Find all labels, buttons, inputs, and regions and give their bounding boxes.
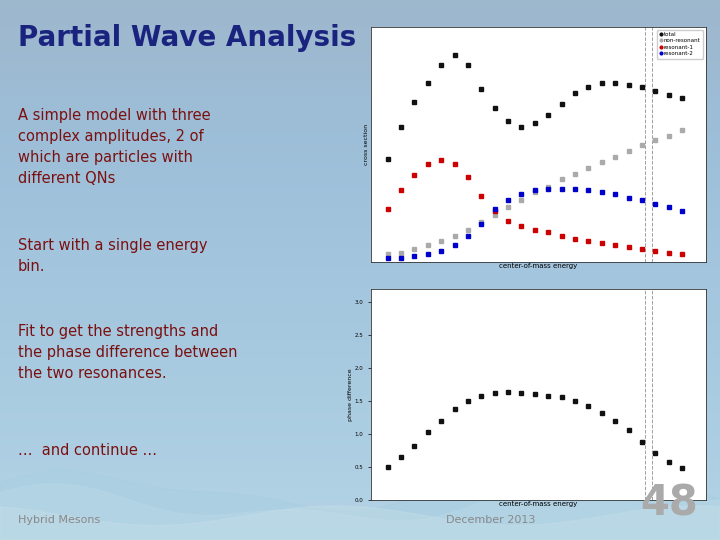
Legend: total, non-resonant, resonant-1, resonant-2: total, non-resonant, resonant-1, resonan…	[657, 30, 703, 59]
Text: December 2013: December 2013	[446, 515, 536, 525]
X-axis label: center-of-mass energy: center-of-mass energy	[499, 264, 577, 269]
Y-axis label: cross section: cross section	[364, 124, 369, 165]
Text: A simple model with three
complex amplitudes, 2 of
which are particles with
diff: A simple model with three complex amplit…	[18, 108, 211, 186]
Text: Partial Wave Analysis: Partial Wave Analysis	[18, 24, 356, 52]
Y-axis label: phase difference: phase difference	[348, 368, 353, 421]
Text: 48: 48	[641, 483, 698, 525]
Text: Fit to get the strengths and
the phase difference between
the two resonances.: Fit to get the strengths and the phase d…	[18, 324, 238, 381]
Text: Start with a single energy
bin.: Start with a single energy bin.	[18, 238, 207, 274]
Text: Hybrid Mesons: Hybrid Mesons	[18, 515, 100, 525]
Text: …  and continue …: … and continue …	[18, 443, 157, 458]
X-axis label: center-of-mass energy: center-of-mass energy	[499, 501, 577, 507]
